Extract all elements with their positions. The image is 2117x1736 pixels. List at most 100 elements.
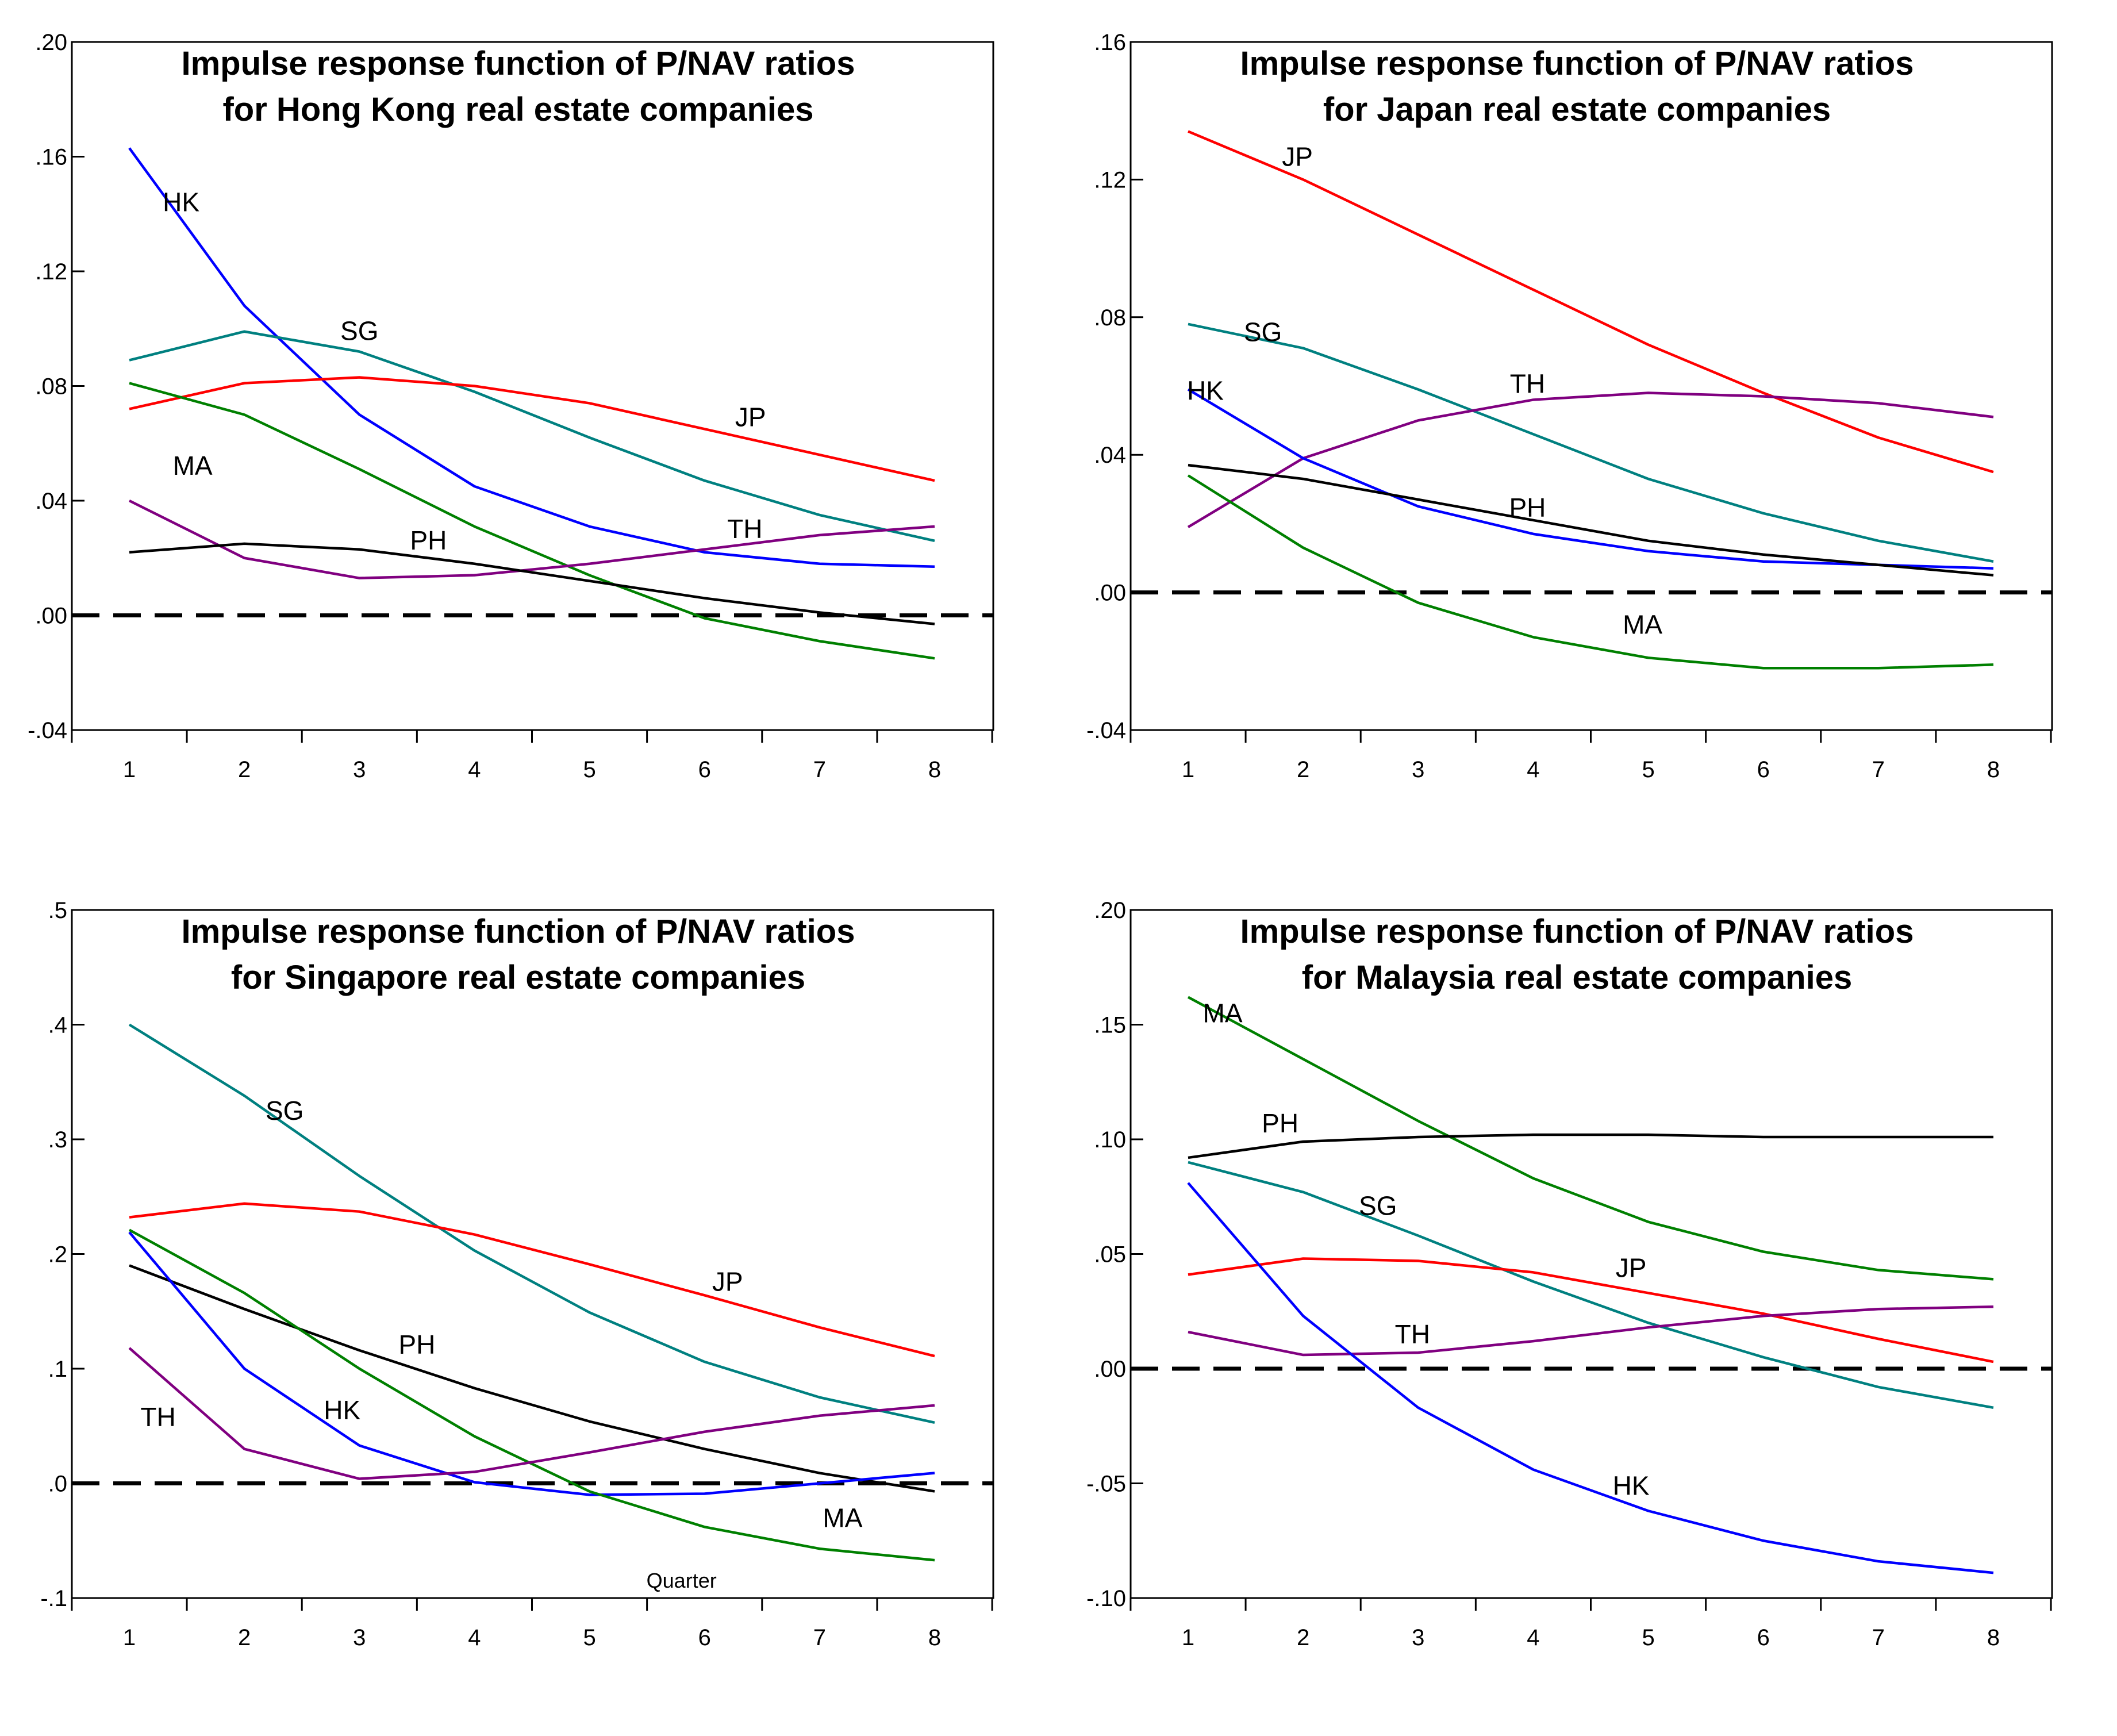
chart-3-xtick-label-3: 4 (1527, 1625, 1539, 1650)
chart-0-xtick-label-1: 2 (238, 757, 251, 782)
chart-2-plot-frame (71, 909, 994, 1599)
chart-3-xtick-label-4: 5 (1642, 1625, 1654, 1650)
chart-3-xtick-label-0: 1 (1182, 1625, 1194, 1650)
chart-1-series-sg (1188, 322, 1994, 563)
chart-3-xtick-label-1: 2 (1297, 1625, 1309, 1650)
chart-2-title-line-1: for Singapore real estate companies (231, 959, 805, 996)
chart-3-ytick-label-4: .10 (1094, 1127, 1126, 1153)
chart-1-series-jp (1188, 130, 1994, 474)
chart-3-xtick-label-7: 8 (1987, 1625, 2000, 1650)
chart-1-title-line-1: for Japan real estate companies (1323, 91, 1831, 128)
chart-3-xtick-label-5: 6 (1757, 1625, 1770, 1650)
chart-0-xtick-label-3: 4 (468, 757, 481, 782)
chart-1-plot-frame (1129, 41, 2053, 731)
chart-1-xtick-label-0: 1 (1182, 757, 1194, 782)
chart-1-xtick-label-1: 2 (1297, 757, 1309, 782)
chart-1-xtick-label-7: 8 (1987, 757, 2000, 782)
chart-1-xtick-label-3: 4 (1527, 757, 1539, 782)
chart-3-series-ph (1188, 1133, 1993, 1159)
chart-1-series-ma (1187, 474, 1994, 670)
chart-malaysia: -.10 -.05 .00 .05 .10 .15 .20 1 2 3 4 5 6 7 8 MA PH SG JP T… (1086, 898, 2053, 1650)
chart-0-xtick-label-7: 8 (928, 757, 941, 782)
chart-0-ytick-label-4: .12 (35, 259, 67, 285)
chart-2-ytick-label-5: .4 (48, 1013, 67, 1038)
chart-2-series-label-ph: PH (398, 1330, 435, 1359)
chart-0-series-hk (128, 147, 935, 568)
chart-2-series-label-th: TH (140, 1402, 175, 1432)
chart-1-xtick-label-6: 7 (1872, 757, 1885, 782)
chart-2-xtick-label-2: 3 (353, 1625, 366, 1650)
chart-panel-hong-kong: -.04 .00 .04 .08 .12 .16 .20 1 2 3 4 5 6 7 8 HK SG JP MA TH… (0, 0, 1058, 868)
chart-0-series-label-ma: MA (173, 451, 213, 481)
chart-2-xtick-label-0: 1 (123, 1625, 136, 1650)
chart-1-series-label-ma: MA (1623, 609, 1662, 639)
chart-0-xtick-label-5: 6 (698, 757, 711, 782)
chart-3-series-label-hk: HK (1613, 1470, 1650, 1500)
chart-hong-kong: -.04 .00 .04 .08 .12 .16 .20 1 2 3 4 5 6 7 8 HK SG JP MA TH… (28, 30, 994, 782)
chart-2-series-label-hk: HK (324, 1395, 360, 1425)
chart-2-series-th (128, 1347, 935, 1480)
chart-0-series-label-th: TH (727, 514, 762, 544)
chart-2-title-line-0: Impulse response function of P/NAV ratio… (182, 913, 855, 950)
chart-3-series-hk (1187, 1182, 1994, 1574)
chart-1-series-ph (1188, 463, 1994, 577)
chart-0-series-label-jp: JP (735, 402, 766, 432)
chart-1-series-label-jp: JP (1282, 141, 1313, 171)
chart-3-series-label-ma: MA (1203, 998, 1243, 1028)
chart-3-ytick-label-0: -.10 (1086, 1586, 1126, 1611)
chart-2-series-sg (128, 1023, 935, 1424)
chart-2-ytick-label-0: -.1 (40, 1586, 67, 1611)
chart-2-series-label-sg: SG (266, 1096, 303, 1126)
chart-0-series-th (128, 499, 935, 579)
chart-3-series-sg (1188, 1161, 1994, 1409)
chart-2-series-label-jp: JP (712, 1266, 743, 1296)
chart-panel-singapore: -.1 .0 .1 .2 .3 .4 .5 1 2 3 4 5 6 7 8 SG JP PH HK MA TH Impul… (0, 868, 1058, 1736)
chart-3-series-label-th: TH (1395, 1319, 1430, 1349)
chart-1-xtick-label-5: 6 (1757, 757, 1770, 782)
chart-2-series-jp (129, 1202, 935, 1358)
chart-0-ytick-label-0: -.04 (28, 718, 67, 743)
chart-0-ytick-label-6: .20 (35, 30, 67, 55)
chart-singapore: -.1 .0 .1 .2 .3 .4 .5 1 2 3 4 5 6 7 8 SG JP PH HK MA TH Impul… (40, 898, 994, 1650)
chart-0-plot-frame (71, 41, 994, 731)
chart-3-ytick-label-6: .20 (1094, 898, 1126, 923)
chart-2-xtick-label-5: 6 (698, 1625, 711, 1650)
chart-2-series-label-ma: MA (823, 1503, 862, 1533)
chart-3-series-label-jp: JP (1616, 1253, 1647, 1282)
chart-3-series-jp (1188, 1257, 1994, 1364)
chart-2-x-axis-note: Quarter (647, 1569, 717, 1592)
chart-0-series-label-hk: HK (163, 187, 199, 217)
chart-1-ytick-label-0: -.04 (1086, 718, 1126, 743)
chart-1-ytick-label-2: .04 (1094, 443, 1126, 468)
chart-2-series-ma (128, 1228, 935, 1562)
chart-0-xtick-label-6: 7 (813, 757, 826, 782)
chart-1-ytick-label-1: .00 (1094, 581, 1126, 606)
chart-1-series-label-hk: HK (1187, 375, 1224, 405)
chart-0-series-jp (129, 376, 935, 482)
chart-2-ytick-label-2: .1 (48, 1357, 67, 1382)
chart-3-ytick-label-5: .15 (1094, 1013, 1126, 1038)
chart-3-ytick-label-1: -.05 (1086, 1472, 1126, 1497)
chart-0-ytick-label-2: .04 (35, 489, 67, 514)
chart-1-ytick-label-3: .08 (1094, 305, 1126, 331)
chart-2-ytick-label-3: .2 (48, 1242, 67, 1268)
chart-0-ytick-label-1: .00 (35, 604, 67, 629)
chart-3-title-line-1: for Malaysia real estate companies (1302, 959, 1852, 996)
chart-1-series-th (1187, 391, 1994, 528)
chart-3-ytick-label-2: .00 (1094, 1357, 1126, 1382)
chart-2-xtick-label-3: 4 (468, 1625, 481, 1650)
chart-japan: -.04 .00 .04 .08 .12 .16 1 2 3 4 5 6 7 8 JP SG TH HK PH MA I… (1086, 30, 2053, 782)
chart-1-ytick-label-4: .12 (1094, 167, 1126, 193)
chart-2-ytick-label-6: .5 (48, 898, 67, 923)
chart-3-xtick-label-6: 7 (1872, 1625, 1885, 1650)
chart-3-xtick-label-2: 3 (1412, 1625, 1424, 1650)
chart-0-xtick-label-0: 1 (123, 757, 136, 782)
chart-0-series-ma (129, 382, 935, 660)
chart-2-xtick-label-4: 5 (583, 1625, 595, 1650)
chart-2-xtick-label-1: 2 (238, 1625, 251, 1650)
chart-3-series-th (1188, 1305, 1994, 1357)
chart-3-series-label-sg: SG (1359, 1191, 1397, 1221)
chart-2-xtick-label-7: 8 (928, 1625, 941, 1650)
chart-3-title-line-0: Impulse response function of P/NAV ratio… (1240, 913, 1914, 950)
chart-1-series-label-sg: SG (1244, 317, 1282, 347)
